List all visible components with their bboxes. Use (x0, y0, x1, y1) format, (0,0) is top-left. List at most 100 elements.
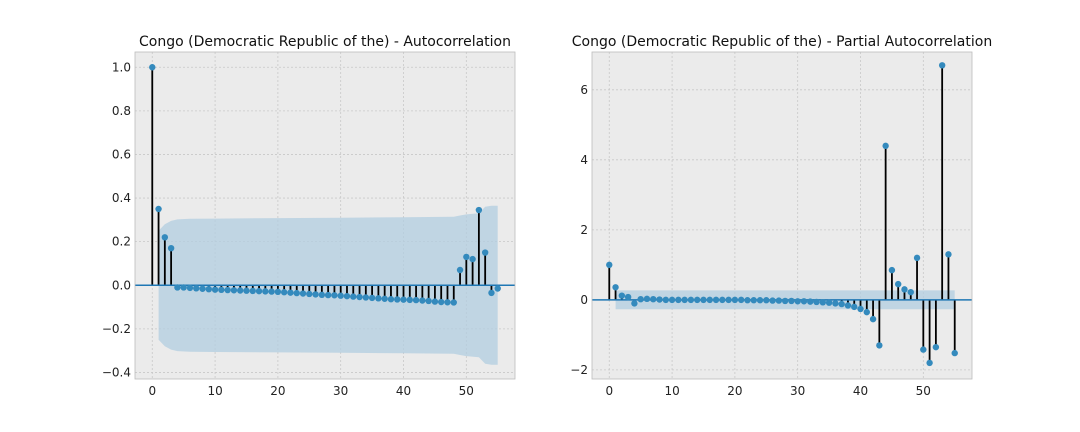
stem-marker (249, 287, 256, 295)
y-tick-label: 0.2 (112, 235, 131, 249)
chart-title: Congo (Democratic Republic of the) - Aut… (139, 34, 511, 50)
stem-marker (926, 359, 933, 367)
stem-marker (287, 289, 294, 296)
stem-marker (624, 293, 632, 301)
stem-marker (719, 296, 726, 304)
stem-marker (161, 234, 169, 241)
stem-marker (280, 289, 288, 296)
stem-marker (406, 296, 413, 304)
y-tick-label: 0 (580, 293, 588, 307)
stem-marker (844, 302, 852, 309)
stem-marker (205, 285, 213, 293)
y-tick-labels: −0.4 −0.2 0.0 0.2 0.4 0.6 0.8 1.0 (102, 60, 131, 379)
stem-marker (211, 286, 219, 293)
stem-marker (945, 251, 952, 258)
x-tick-label: 30 (790, 384, 805, 398)
stem-marker (368, 294, 376, 302)
stem-marker (167, 245, 175, 252)
stem-marker (337, 292, 344, 299)
stem-marker (763, 297, 770, 304)
y-tick-label: 1.0 (112, 60, 131, 74)
stem-marker (750, 297, 757, 304)
y-tick-labels: −2 0 2 4 6 (570, 83, 588, 377)
stem-marker (456, 266, 464, 274)
stem-marker (920, 346, 927, 353)
stem-marker (876, 342, 883, 349)
stem-marker (463, 253, 470, 261)
axes-frame (134, 51, 516, 380)
stem-marker (400, 296, 407, 303)
x-tick-label: 20 (270, 384, 285, 398)
x-tick-label: 10 (207, 384, 222, 398)
stem-marker (712, 296, 720, 304)
stem-marker (193, 285, 200, 292)
stem-marker (913, 254, 921, 262)
stem-marker (932, 343, 940, 351)
x-tick-label: 40 (396, 384, 411, 398)
stems (134, 51, 516, 380)
axes-frame (591, 51, 973, 380)
stem-marker (888, 266, 896, 274)
stem-marker (894, 280, 902, 288)
stem-marker (951, 349, 958, 357)
stem-marker (274, 288, 282, 295)
stem-marker (788, 297, 795, 305)
stem-marker (199, 285, 206, 292)
x-tick-label: 0 (605, 384, 613, 398)
stem-marker (469, 255, 476, 263)
x-tick-label: 10 (664, 384, 679, 398)
stem-marker (262, 288, 269, 295)
y-tick-label: −0.4 (102, 365, 131, 379)
x-tick-label: 30 (333, 384, 348, 398)
y-tick-label: 0.4 (112, 191, 131, 205)
stem-marker (863, 308, 870, 316)
stem-marker (756, 297, 764, 304)
stem-marker (186, 284, 194, 292)
stem-marker (324, 291, 332, 299)
x-tick-label: 20 (727, 384, 742, 398)
stem-marker (737, 296, 745, 304)
y-tick-label: 6 (580, 83, 588, 97)
stem-marker (662, 296, 670, 304)
stem-marker (694, 296, 701, 304)
stem-marker (869, 315, 877, 323)
stem-marker (331, 292, 338, 299)
stem-marker (838, 300, 845, 308)
stem-marker (180, 284, 187, 291)
pacf-chart: 0 10 20 30 40 50 −2 0 2 4 6 Congo (Democratic Rep… (570, 34, 992, 398)
stem-marker (656, 296, 663, 303)
stem-marker (444, 299, 451, 306)
stem-marker (481, 249, 489, 256)
stem-marker (419, 297, 426, 304)
stem-marker (425, 297, 432, 305)
stem-marker (807, 298, 814, 305)
stem-marker (237, 287, 244, 294)
stem-marker (832, 300, 839, 307)
stem-marker (794, 298, 801, 305)
stem-marker (255, 287, 263, 295)
stem-marker (901, 286, 908, 293)
plot-area (592, 52, 972, 379)
stem-marker (907, 288, 914, 296)
stem-marker (631, 300, 638, 307)
x-tick-label: 40 (853, 384, 868, 398)
stem-marker (362, 294, 370, 301)
stem-marker (775, 297, 783, 304)
stem-marker (618, 292, 626, 299)
stem-marker (174, 284, 181, 291)
stem-marker (437, 298, 445, 306)
chart-title: Congo (Democratic Republic of the) - Par… (572, 34, 992, 50)
stem-marker (356, 293, 363, 301)
stem-marker (819, 299, 827, 306)
stem-marker (650, 295, 657, 303)
stem-marker (725, 296, 732, 304)
stem-marker (687, 296, 695, 304)
stem-marker (675, 296, 682, 304)
stem-marker (243, 287, 250, 294)
stem-marker (781, 297, 789, 305)
stem-marker (681, 296, 688, 304)
stem-marker (668, 296, 676, 304)
stem-marker (706, 296, 713, 304)
stem-marker (813, 298, 820, 306)
